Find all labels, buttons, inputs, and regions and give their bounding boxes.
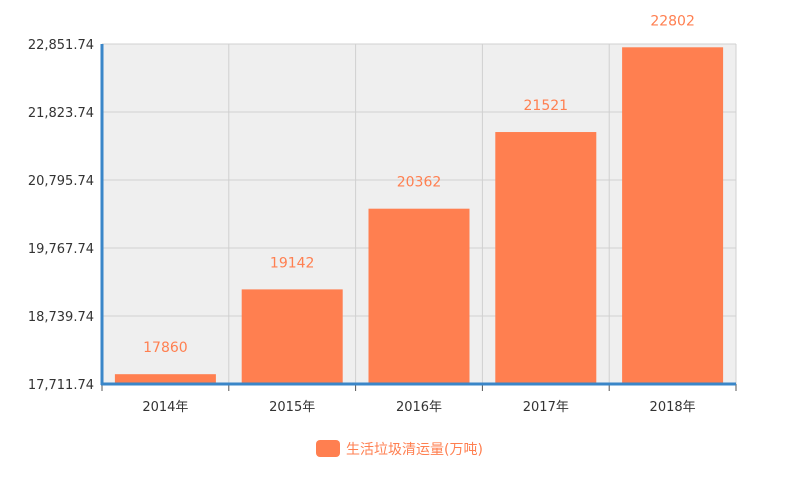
x-tick-label: 2017年 (523, 400, 569, 415)
legend-label[interactable]: 生活垃圾清运量(万吨) (346, 442, 483, 458)
x-tick-label: 2016年 (396, 400, 442, 415)
legend-swatch[interactable] (316, 440, 340, 457)
y-tick-label: 22,851.74 (28, 38, 94, 53)
legend[interactable]: 生活垃圾清运量(万吨) (316, 440, 483, 458)
bars (114, 47, 724, 385)
y-axis-ticks: 17,711.74 18,739.74 19,767.74 20,795.74 21,8… (28, 38, 94, 393)
y-tick-label: 17,711.74 (28, 378, 94, 393)
y-tick-label: 20,795.74 (28, 174, 94, 189)
data-label: 19142 (270, 255, 315, 271)
x-tick-label: 2015年 (269, 400, 315, 415)
x-tick-label: 2014年 (142, 400, 188, 415)
y-tick-label: 19,767.74 (28, 242, 94, 257)
axes (100, 44, 736, 386)
bar-2015年[interactable] (241, 289, 343, 384)
bar-2014年[interactable] (114, 374, 216, 384)
bar-2016年[interactable] (368, 208, 470, 384)
data-labels: 17860 19142 20362 21521 22802 (143, 13, 695, 356)
data-label: 17860 (143, 340, 188, 356)
data-label: 21521 (524, 98, 569, 114)
bar-2018年[interactable] (622, 47, 724, 385)
y-tick-label: 18,739.74 (28, 310, 94, 325)
bar-2017年[interactable] (495, 132, 597, 384)
y-tick-label: 21,823.74 (28, 106, 94, 121)
data-label: 22802 (650, 13, 695, 29)
data-label: 20362 (397, 175, 442, 191)
x-axis-ticks: 2014年 2015年 2016年 2017年 2018年 (101, 384, 737, 415)
x-tick-label: 2018年 (650, 400, 696, 415)
